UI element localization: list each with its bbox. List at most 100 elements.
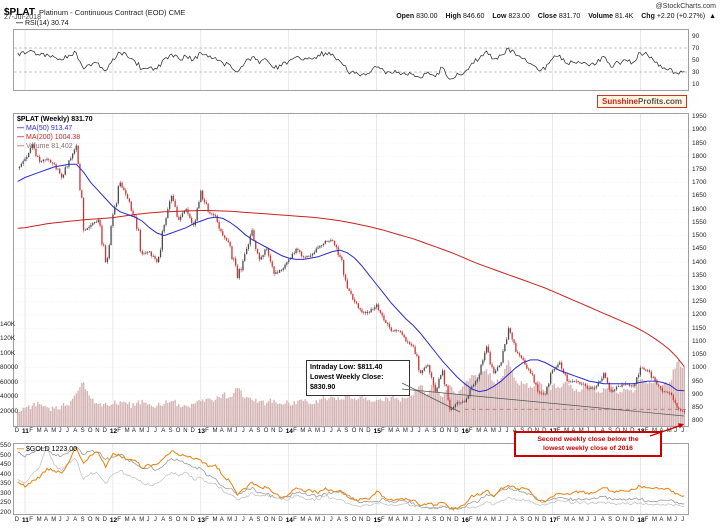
- x-axis-month-label: F: [29, 428, 33, 434]
- sunshine-profits-logo[interactable]: SunshineProfits.com: [597, 95, 688, 108]
- x-axis-month-label: J: [322, 428, 326, 434]
- x-axis-month-label: J: [146, 517, 150, 523]
- gold-legend-text: $GOLD 1223.00: [26, 446, 77, 453]
- x-axis-month-label: D: [366, 517, 371, 523]
- price-axis-tick: 1100: [692, 337, 706, 345]
- x-axis-month-label: S: [432, 517, 437, 523]
- x-axis-month-label: S: [168, 517, 173, 523]
- x-axis-month-label: S: [608, 517, 613, 523]
- logo-part2: Profits.com: [638, 97, 683, 106]
- x-axis-month-label: D: [190, 428, 195, 434]
- x-axis-month-label: A: [73, 517, 78, 523]
- x-axis-month-label: O: [527, 517, 533, 523]
- ma200-legend: — MA(200) 1004.38: [17, 134, 80, 142]
- gold-axis-tick: 550: [0, 442, 11, 450]
- ma50-legend: — MA(50) 913.47: [17, 125, 72, 133]
- price-axis-tick: 800: [692, 417, 703, 425]
- x-axis-month-label: N: [359, 428, 364, 434]
- high-label: High: [445, 13, 462, 20]
- x-axis-month-label: F: [381, 517, 385, 523]
- x-axis-month-label: S: [80, 517, 85, 523]
- gold-line-swatch-icon: —: [17, 446, 24, 453]
- x-axis-month-label: D: [366, 428, 371, 434]
- x-axis-month-label: O: [263, 428, 269, 434]
- x-axis-year-label: 11: [22, 517, 29, 524]
- x-axis-month-label: O: [439, 517, 445, 523]
- x-axis-month-label: J: [593, 517, 597, 523]
- x-axis-month-label: A: [161, 428, 166, 434]
- x-axis-month-label: M: [388, 517, 394, 523]
- x-axis-month-label: M: [300, 428, 306, 434]
- volume-axis-tick: 60000: [0, 378, 19, 386]
- price-right-axis: 1950 1900 1850 1800 1750 1700 1650 1600 1550 1500…: [690, 113, 719, 426]
- x-axis-month-label: M: [652, 517, 657, 523]
- x-axis-month-label: J: [153, 517, 157, 523]
- intraday-low-line3: $830.90: [310, 384, 336, 391]
- x-axis-labels-gold: D 11 F M A M J J A S O N D 12 F M A M J J A S O N D 13 F M A M J J A S O N D…: [14, 516, 688, 525]
- x-axis-month-label: J: [153, 428, 157, 434]
- gold-axis-tick: 200: [0, 508, 11, 516]
- gold-left-axis: 550 500 450 400 350 300 250 200: [0, 442, 12, 516]
- x-axis-month-label: M: [476, 428, 482, 434]
- price-axis-tick: 900: [692, 390, 703, 398]
- x-axis-month-label: D: [14, 428, 20, 434]
- x-axis-month-label: J: [322, 517, 326, 523]
- price-axis-tick: 1850: [692, 139, 707, 147]
- x-axis-year-label: 13: [197, 428, 206, 435]
- price-axis-tick: 1600: [692, 205, 707, 213]
- x-axis-month-label: J: [498, 428, 502, 434]
- x-axis-month-label: M: [578, 517, 584, 523]
- x-axis-month-label: N: [183, 517, 188, 523]
- gold-axis-tick: 250: [0, 499, 11, 507]
- ma50-legend-text: MA(50) 913.47: [26, 125, 73, 132]
- rsi-plot: [14, 30, 688, 90]
- rsi-axis-tick: 30: [692, 68, 700, 76]
- x-axis-month-label: M: [139, 428, 145, 434]
- price-axis-tick: 1050: [692, 351, 707, 359]
- x-axis-month-label: D: [542, 517, 547, 523]
- quote-line: Open 830.00 High 846.60 Low 823.00 Close 831…: [390, 13, 716, 20]
- x-axis-year-label: 14: [285, 428, 293, 435]
- x-axis-month-label: N: [271, 428, 276, 434]
- x-axis-month-label: F: [117, 428, 121, 434]
- x-axis-month-label: J: [505, 517, 509, 523]
- x-axis-month-label: N: [622, 517, 628, 523]
- x-axis-month-label: F: [468, 517, 473, 523]
- x-axis-month-label: A: [483, 517, 488, 523]
- volume-axis-tick: 80000: [0, 364, 19, 372]
- x-axis-month-label: D: [278, 517, 283, 523]
- x-axis-month-label: O: [351, 428, 357, 434]
- x-axis-month-label: D: [14, 517, 20, 523]
- rsi-panel[interactable]: [13, 29, 689, 91]
- x-axis-month-label: J: [58, 428, 62, 434]
- x-axis-year-label: 16: [461, 428, 469, 435]
- x-axis-month-label: O: [351, 517, 357, 523]
- x-axis-month-label: N: [534, 517, 540, 523]
- x-axis-month-label: D: [102, 517, 107, 523]
- low-label: Low: [492, 13, 507, 20]
- ticker-symbol: $PLAT: [4, 7, 35, 18]
- x-axis-month-label: F: [644, 517, 649, 523]
- x-axis-month-label: A: [571, 517, 576, 523]
- price-axis-tick: 1350: [692, 271, 707, 279]
- volume-legend: — Volume 81,402: [17, 143, 73, 151]
- x-axis-month-label: J: [241, 517, 245, 523]
- x-axis-year-label: 16: [461, 517, 469, 524]
- price-axis-tick: 1450: [692, 245, 707, 253]
- x-axis-month-label: A: [395, 517, 400, 523]
- x-axis-year-label: 15: [373, 428, 381, 435]
- x-axis-month-label: A: [131, 428, 136, 434]
- price-axis-tick: 1650: [692, 192, 707, 200]
- x-axis-year-label: 12: [109, 517, 118, 524]
- x-axis-month-label: D: [630, 517, 635, 523]
- x-axis-year-label: 17: [549, 517, 557, 524]
- x-axis-month-label: N: [446, 428, 452, 434]
- intraday-low-annotation: Intraday Low: $811.40 Lowest Weekly Clos…: [306, 360, 410, 396]
- x-axis-month-label: M: [388, 428, 394, 434]
- price-axis-tick: 1000: [692, 364, 707, 372]
- x-axis-month-label: M: [51, 517, 57, 523]
- x-axis-month-label: A: [219, 428, 224, 434]
- price-axis-tick: 1500: [692, 232, 707, 240]
- x-axis-month-label: M: [490, 517, 496, 523]
- x-axis-month-label: F: [293, 428, 297, 434]
